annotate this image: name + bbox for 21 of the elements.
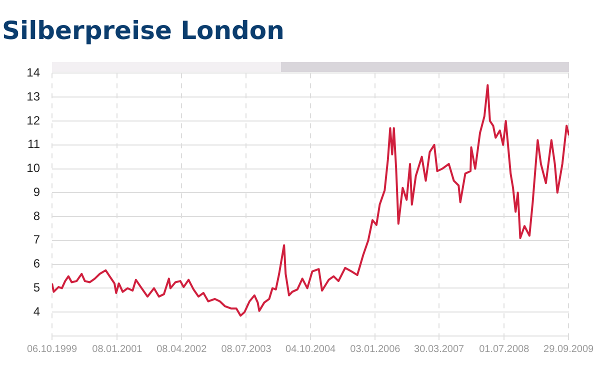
x-tick-label: 08.04.2002: [156, 344, 208, 355]
y-tick-label: 5: [33, 280, 40, 295]
y-tick-label: 13: [26, 89, 40, 104]
x-tick-label: 04.10.2004: [286, 344, 336, 355]
x-tick-label: 03.01.2006: [350, 344, 401, 355]
y-tick-label: 11: [28, 137, 40, 152]
y-tick-label: 9: [33, 184, 40, 199]
chart-title: Silberpreise London: [2, 16, 284, 45]
x-tick-label: 30.03.2007: [414, 344, 465, 355]
y-tick-label: 10: [26, 161, 40, 176]
y-tick-label: 8: [33, 208, 40, 223]
y-tick-label: 6: [33, 256, 40, 271]
x-tick-label: 01.07.2008: [479, 344, 530, 355]
x-tick-label: 08.07.2003: [221, 344, 272, 355]
y-tick-label: 12: [26, 113, 40, 128]
y-tick-label: 7: [33, 232, 40, 247]
x-tick-label: 29.09.2009: [544, 344, 594, 355]
y-tick-label: 4: [33, 304, 40, 318]
y-tick-label: 14: [26, 66, 40, 80]
x-tick-label: 06.10.1999: [26, 344, 78, 355]
x-tick-label: 08.01.2001: [92, 344, 143, 355]
